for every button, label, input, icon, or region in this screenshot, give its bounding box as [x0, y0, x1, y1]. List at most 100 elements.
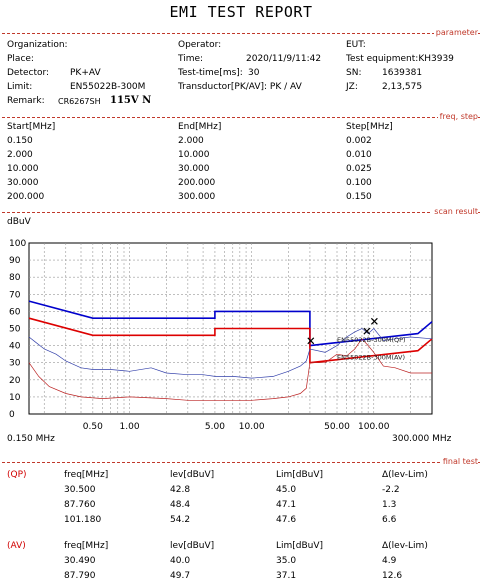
eut-label: EUT: — [346, 40, 366, 50]
freq-header-start: Start[MHz] — [7, 122, 56, 132]
freq-cell: 10.000 — [178, 150, 210, 160]
qp-label: (QP) — [7, 470, 27, 480]
av-label: (AV) — [7, 541, 26, 551]
av-cell: 40.0 — [170, 556, 191, 566]
freq-step-separator — [2, 117, 480, 118]
limit-label: EN55022B-300M(AV) — [337, 353, 405, 361]
sn-value: 1639381 — [382, 68, 423, 78]
av-limit-line — [28, 317, 433, 364]
limit-value: EN55022B-300M — [70, 82, 146, 92]
av-header-delta: Δ(lev-Lim) — [382, 541, 428, 551]
qp-cell: 48.4 — [170, 500, 191, 510]
place-label: Place: — [7, 54, 34, 64]
y-tick-label: 0 — [9, 410, 15, 420]
test-time-label: Test-time[ms]: — [178, 68, 243, 78]
qp-cell: 47.1 — [276, 500, 297, 510]
parameter-section-label: parameter — [433, 28, 478, 37]
qp-cell: 30.500 — [64, 485, 96, 495]
detector-label: Detector: — [7, 68, 50, 78]
emi-scan-chart: 0 10 20 30 40 50 60 70 80 90 100 0.50 1.00 5.00 10.00 5… — [9, 239, 433, 432]
y-tick-label: 10 — [9, 393, 21, 403]
jz-label: JZ: — [346, 82, 358, 92]
qp-header-delta: Δ(lev-Lim) — [382, 470, 428, 480]
qp-limit-line — [28, 300, 433, 347]
x-tick-label: 100.00 — [358, 422, 390, 432]
freq-cell: 0.002 — [346, 136, 372, 146]
test-time-value: 30 — [248, 68, 260, 78]
av-cell: 35.0 — [276, 556, 297, 566]
av-cell: 12.6 — [382, 571, 403, 581]
x-start-label: 0.150 MHz — [7, 434, 55, 444]
jz-value: 2,13,575 — [382, 82, 423, 92]
sn-label: SN: — [346, 68, 362, 78]
report-title: EMI TEST REPORT — [169, 3, 313, 21]
remark-handwritten: 115V N — [110, 95, 152, 106]
y-tick-label: 40 — [9, 342, 21, 352]
chart-ylabel: dBuV — [7, 217, 31, 227]
freq-cell: 30.000 — [178, 164, 210, 174]
qp-header-freq: freq[MHz] — [64, 470, 109, 480]
operator-label: Operator: — [178, 40, 222, 50]
freq-cell: 0.150 — [7, 136, 33, 146]
qp-cell: 101.180 — [64, 515, 102, 525]
x-end-label: 300.000 MHz — [392, 434, 452, 444]
av-cell: 30.490 — [64, 556, 96, 566]
x-tick-label: 0.50 — [83, 422, 103, 432]
peak-marker — [370, 317, 378, 325]
parameter-separator — [2, 33, 480, 34]
scan-result-section-label: scan result — [432, 207, 478, 216]
av-cell: 49.7 — [170, 571, 191, 581]
final-test-separator — [2, 462, 480, 463]
x-tick-label: 50.00 — [324, 422, 350, 432]
test-equipment: Test equipment:KH3939 — [346, 54, 454, 64]
transductor: Transductor[PK/AV]: PK / AV — [178, 82, 302, 92]
qp-cell: -2.2 — [382, 485, 400, 495]
y-tick-label: 70 — [9, 290, 21, 300]
y-tick-label: 30 — [9, 359, 21, 369]
time-value: 2020/11/9/11:42 — [246, 54, 322, 64]
y-tick-label: 50 — [9, 325, 21, 335]
limit-label: EN55022B-300M(QP) — [337, 336, 406, 344]
time-label: Time: — [178, 54, 204, 64]
y-tick-label: 60 — [9, 307, 21, 317]
freq-header-end: End[MHz] — [178, 122, 222, 132]
freq-cell: 0.150 — [346, 192, 372, 202]
detector-value: PK+AV — [70, 68, 101, 78]
qp-cell: 6.6 — [382, 515, 397, 525]
scan-result-separator — [2, 212, 480, 213]
qp-cell: 45.0 — [276, 485, 297, 495]
freq-cell: 300.000 — [178, 192, 216, 202]
freq-step-section-label: freq, step — [437, 112, 478, 121]
organization-label: Organization: — [7, 40, 68, 50]
av-trace — [28, 338, 432, 401]
freq-cell: 200.000 — [178, 178, 216, 188]
qp-cell: 1.3 — [382, 500, 397, 510]
y-tick-label: 90 — [9, 256, 21, 266]
qp-cell: 54.2 — [170, 515, 191, 525]
x-tick-label: 10.00 — [239, 422, 265, 432]
qp-cell: 87.760 — [64, 500, 96, 510]
freq-cell: 0.010 — [346, 150, 372, 160]
qp-header-lim: Lim[dBuV] — [276, 470, 324, 480]
remark-label: Remark: — [7, 96, 45, 106]
av-cell: 4.9 — [382, 556, 397, 566]
qp-cell: 42.8 — [170, 485, 191, 495]
freq-cell: 0.025 — [346, 164, 372, 174]
qp-cell: 47.6 — [276, 515, 297, 525]
freq-cell: 2.000 — [178, 136, 204, 146]
y-tick-label: 20 — [9, 376, 21, 386]
y-tick-label: 80 — [9, 273, 21, 283]
freq-header-step: Step[MHz] — [346, 122, 393, 132]
av-cell: 87.790 — [64, 571, 96, 581]
pk-trace — [28, 327, 433, 379]
peak-marker — [307, 337, 315, 345]
freq-cell: 200.000 — [7, 192, 45, 202]
x-tick-label: 1.00 — [120, 422, 140, 432]
limit-label: Limit: — [7, 82, 33, 92]
x-tick-label: 5.00 — [205, 422, 225, 432]
av-header-lim: Lim[dBuV] — [276, 541, 324, 551]
peak-marker — [363, 327, 371, 335]
freq-cell: 30.000 — [7, 178, 39, 188]
final-test-section-label: final test — [440, 457, 478, 466]
av-header-freq: freq[MHz] — [64, 541, 109, 551]
